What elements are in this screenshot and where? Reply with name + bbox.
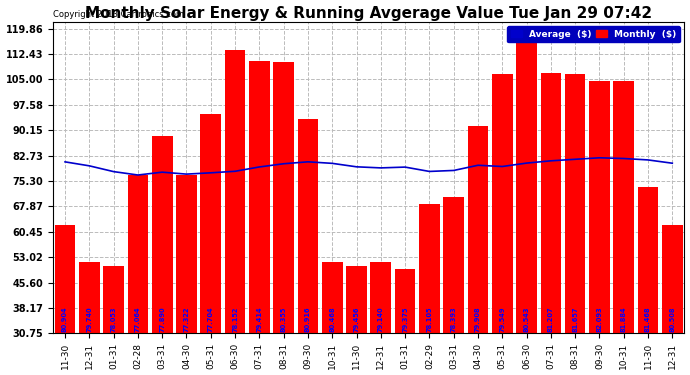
Text: 79.375: 79.375 bbox=[402, 307, 408, 333]
Text: 80.355: 80.355 bbox=[281, 307, 286, 333]
Text: 77.704: 77.704 bbox=[208, 307, 214, 333]
Text: 78.053: 78.053 bbox=[110, 307, 117, 333]
Bar bbox=[565, 74, 585, 333]
Bar bbox=[128, 175, 148, 333]
Text: 78.152: 78.152 bbox=[232, 307, 238, 333]
Text: 78.393: 78.393 bbox=[451, 307, 457, 333]
Bar bbox=[589, 81, 610, 333]
Text: 77.064: 77.064 bbox=[135, 307, 141, 333]
Text: 77.322: 77.322 bbox=[184, 307, 190, 333]
Text: 80.508: 80.508 bbox=[669, 307, 676, 333]
Text: 81.207: 81.207 bbox=[548, 307, 554, 333]
Text: 79.140: 79.140 bbox=[378, 307, 384, 333]
Bar bbox=[249, 61, 270, 333]
Text: 78.105: 78.105 bbox=[426, 307, 433, 333]
Bar bbox=[638, 187, 658, 333]
Text: 80.543: 80.543 bbox=[524, 307, 529, 333]
Text: 80.916: 80.916 bbox=[305, 307, 311, 333]
Bar bbox=[79, 262, 99, 333]
Bar bbox=[540, 73, 561, 333]
Bar bbox=[346, 266, 367, 333]
Bar bbox=[516, 30, 537, 333]
Legend: Average  ($), Monthly  ($): Average ($), Monthly ($) bbox=[507, 26, 680, 42]
Bar bbox=[322, 262, 342, 333]
Bar bbox=[444, 198, 464, 333]
Bar bbox=[104, 266, 124, 333]
Bar bbox=[176, 175, 197, 333]
Text: 82.093: 82.093 bbox=[596, 307, 602, 333]
Bar bbox=[371, 262, 391, 333]
Text: 79.908: 79.908 bbox=[475, 307, 481, 333]
Text: 79.456: 79.456 bbox=[353, 307, 359, 333]
Text: 79.549: 79.549 bbox=[500, 307, 505, 333]
Bar bbox=[297, 119, 318, 333]
Text: 80.468: 80.468 bbox=[329, 307, 335, 333]
Bar bbox=[419, 204, 440, 333]
Bar bbox=[468, 126, 489, 333]
Text: 80.904: 80.904 bbox=[62, 307, 68, 333]
Text: 81.657: 81.657 bbox=[572, 307, 578, 333]
Text: Copyright 2013 Cartronics.com: Copyright 2013 Cartronics.com bbox=[53, 10, 184, 19]
Bar bbox=[201, 114, 221, 333]
Title: Monthly Solar Energy & Running Avgerage Value Tue Jan 29 07:42: Monthly Solar Energy & Running Avgerage … bbox=[85, 6, 652, 21]
Text: 79.740: 79.740 bbox=[86, 307, 92, 333]
Bar bbox=[395, 269, 415, 333]
Text: 77.890: 77.890 bbox=[159, 307, 165, 333]
Bar bbox=[152, 136, 172, 333]
Bar bbox=[273, 62, 294, 333]
Bar bbox=[55, 225, 75, 333]
Text: 81.884: 81.884 bbox=[621, 307, 627, 333]
Bar bbox=[613, 81, 634, 333]
Text: 81.468: 81.468 bbox=[645, 307, 651, 333]
Bar bbox=[492, 74, 513, 333]
Bar bbox=[662, 225, 682, 333]
Text: 79.414: 79.414 bbox=[257, 307, 262, 333]
Bar bbox=[225, 50, 246, 333]
